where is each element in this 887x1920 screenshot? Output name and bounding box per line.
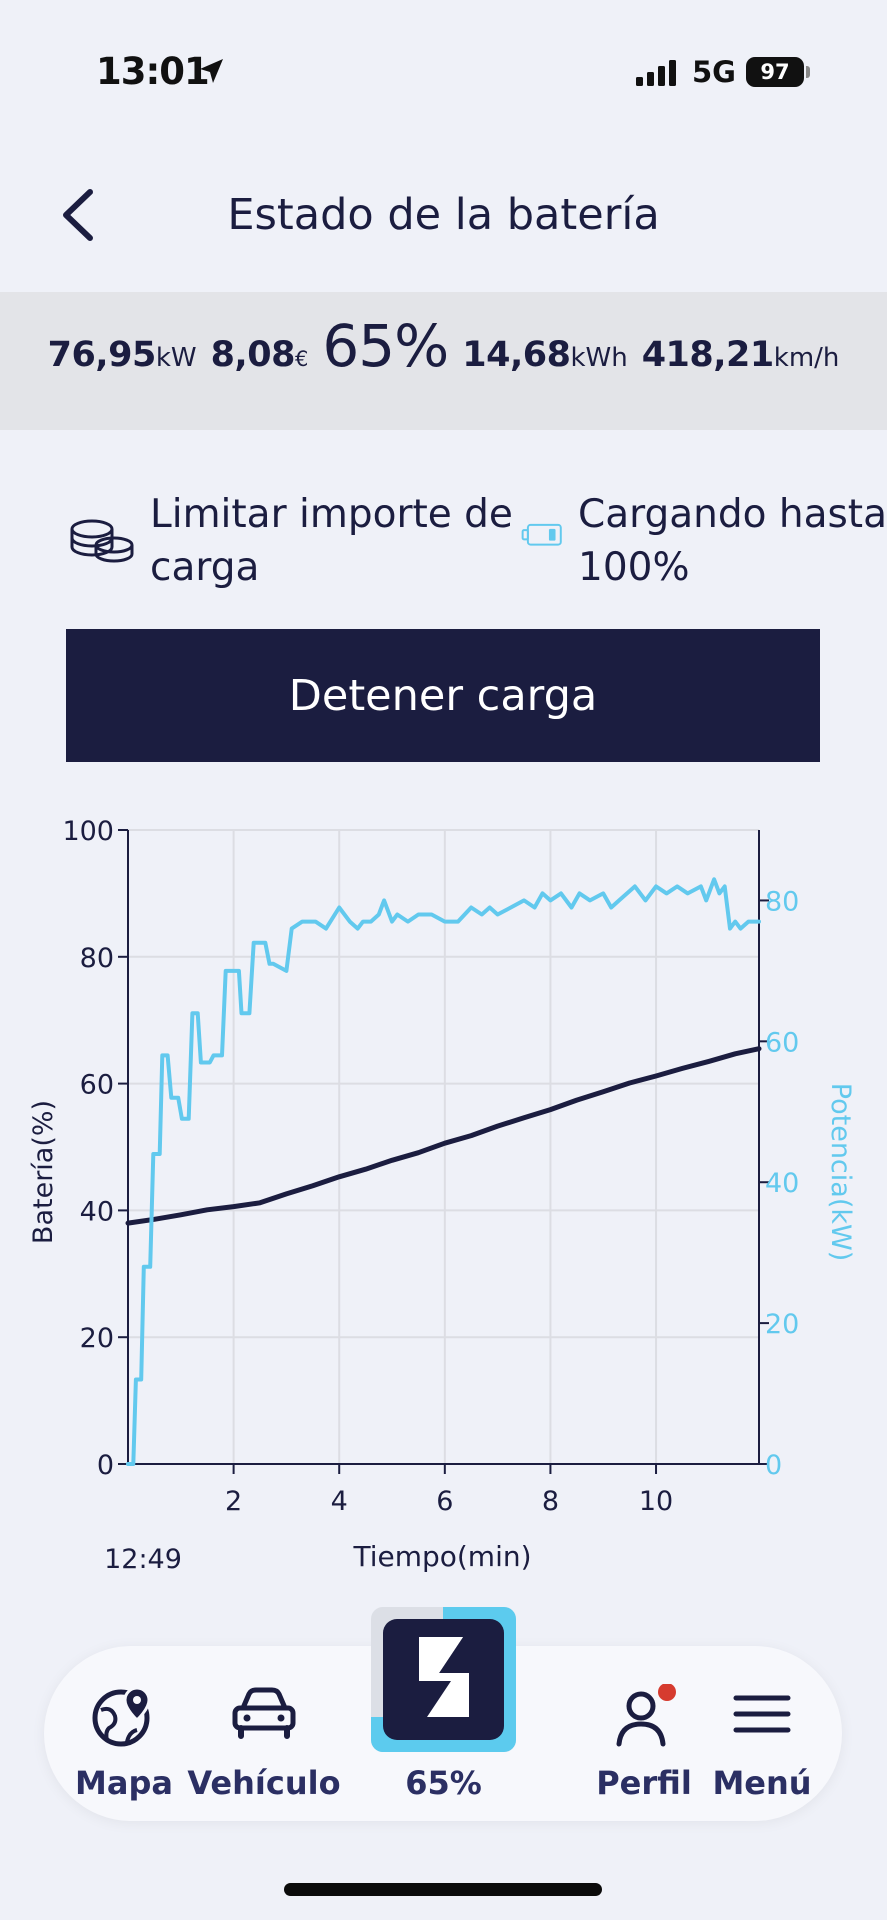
x-axis-label: Tiempo(min)	[352, 1540, 531, 1573]
person-icon	[616, 1684, 676, 1747]
battery-outline-icon	[521, 523, 562, 546]
globe-pin-icon	[92, 1686, 151, 1747]
y-tick-label: 40	[80, 1196, 114, 1227]
y-tick-label: 0	[97, 1450, 114, 1481]
power-series-line	[126, 877, 761, 1466]
battery-series-line	[125, 1046, 762, 1226]
nav-profile[interactable]: Perfil	[564, 1646, 724, 1821]
y-axis-label: Batería(%)	[28, 1100, 59, 1244]
cost-stat: 8,08 €	[211, 335, 309, 375]
nav-profile-label: Perfil	[596, 1764, 692, 1802]
nav-vehicle[interactable]: Vehículo	[174, 1646, 354, 1821]
speed-unit: km/h	[773, 343, 840, 373]
location-arrow-icon	[200, 59, 223, 83]
start-time-label: 12:49	[104, 1544, 182, 1575]
y2-tick-label: 80	[765, 886, 799, 917]
notification-dot	[658, 1684, 676, 1701]
energy-stat: 14,68 kWh	[462, 335, 627, 375]
back-button[interactable]	[52, 180, 112, 250]
charge-limit-label: Cargando hasta 100%	[578, 488, 887, 594]
stop-charge-button[interactable]: Detener carga	[66, 629, 820, 762]
stats-band: 76,95 kW 8,08 € 65% 14,68 kWh 418,21 km/h	[0, 292, 887, 430]
battery-icon: 97	[746, 57, 804, 87]
x-tick-label: 6	[436, 1486, 453, 1517]
nav-charge[interactable]	[371, 1607, 516, 1752]
nav-menu[interactable]: Menú	[682, 1646, 842, 1821]
nav-map[interactable]: Mapa	[44, 1646, 204, 1821]
limit-amount-line1: Limitar importe de	[150, 492, 513, 537]
coins-icon	[70, 519, 134, 563]
speed-stat: 418,21 km/h	[642, 335, 840, 375]
y2-tick-label: 40	[765, 1168, 799, 1199]
status-bar: 13:01 5G 97	[0, 0, 887, 140]
y-tick-label: 80	[80, 943, 114, 974]
battery-percent-stat: 65%	[322, 312, 449, 380]
energy-unit: kWh	[570, 343, 628, 373]
y-tick-label: 20	[80, 1323, 114, 1354]
network-label: 5G	[692, 55, 736, 89]
battery-percent: 65%	[322, 312, 449, 380]
nav-menu-label: Menú	[712, 1764, 812, 1802]
y-tick-label: 100	[62, 816, 114, 847]
charge-limit-line2: 100%	[578, 545, 690, 590]
limit-amount-line2: carga	[150, 545, 260, 590]
y2-tick-label: 20	[765, 1309, 799, 1340]
y2-tick-label: 0	[765, 1450, 782, 1481]
y-tick-label: 60	[80, 1070, 114, 1101]
cost-unit: €	[294, 347, 309, 371]
x-tick-label: 2	[225, 1486, 242, 1517]
y2-tick-label: 60	[765, 1027, 799, 1058]
car-icon	[232, 1687, 296, 1739]
cost-value: 8,08	[210, 335, 296, 375]
charge-limit-option[interactable]: Cargando hasta 100%	[520, 488, 887, 594]
x-tick-label: 10	[639, 1486, 673, 1517]
chevron-left-icon	[63, 189, 93, 241]
energy-value: 14,68	[462, 335, 571, 375]
limit-amount-label: Limitar importe de carga	[150, 488, 513, 594]
power-unit: kW	[155, 343, 197, 373]
x-tick-label: 4	[331, 1486, 348, 1517]
hamburger-icon	[733, 1695, 791, 1733]
nav-vehicle-label: Vehículo	[187, 1764, 341, 1802]
x-tick-label: 8	[542, 1486, 559, 1517]
charge-chart: 0 20 40 60 80 100 0 20 40 60 80 2 4 6 8 10 Tiempo(min) 12…	[28, 816, 856, 1575]
nav-map-label: Mapa	[75, 1764, 173, 1802]
battery-nub	[806, 66, 810, 78]
stats-row: 76,95 kW 8,08 € 65% 14,68 kWh 418,21 km/h	[0, 292, 887, 380]
status-time: 13:01	[96, 50, 210, 93]
page-title: Estado de la batería	[227, 190, 660, 240]
lightning-logo-icon	[371, 1607, 516, 1752]
nav-charge-label: 65%	[405, 1764, 482, 1802]
y2-axis-label: Potencia(kW)	[825, 1083, 856, 1261]
charge-limit-line1: Cargando hasta	[578, 492, 887, 537]
power-stat: 76,95 kW	[48, 335, 197, 375]
signal-bars-icon	[636, 60, 676, 86]
home-indicator	[284, 1883, 602, 1896]
power-value: 76,95	[47, 335, 157, 375]
limit-amount-option[interactable]: Limitar importe de carga	[66, 488, 513, 594]
speed-value: 418,21	[641, 335, 775, 375]
